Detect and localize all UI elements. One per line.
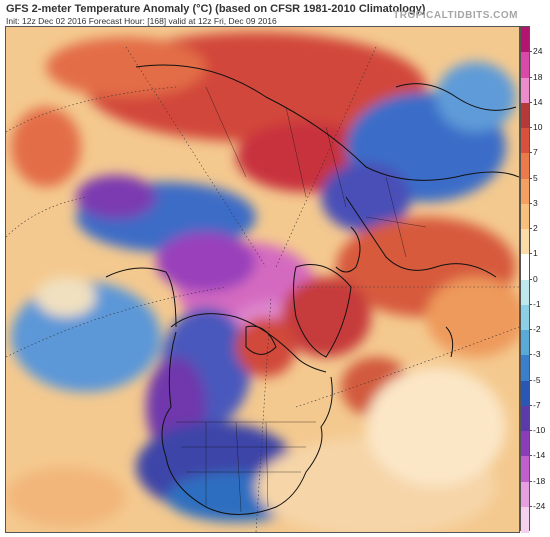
colorbar-segment: [521, 431, 529, 457]
watermark: TROPICALTIDBITS.COM: [393, 10, 518, 21]
colorbar-tick: [529, 379, 532, 381]
colorbar-segment: [521, 52, 529, 78]
colorbar-tick: [529, 228, 532, 229]
colorbar-segment: [521, 229, 529, 255]
colorbar-label: 24: [533, 46, 543, 57]
map-title: GFS 2-meter Temperature Anomaly (°C) (ba…: [6, 3, 426, 15]
colorbar-segment: [521, 405, 529, 432]
colorbar-segment: [521, 279, 529, 306]
colorbar-tick: [529, 455, 532, 457]
colorbar-segment: [521, 506, 529, 533]
colorbar-label: -7: [533, 399, 541, 410]
colorbar-label: -14: [533, 450, 546, 461]
colorbar-label: 5: [533, 172, 538, 183]
colorbar-label: -5: [533, 374, 541, 385]
colorbar-label: -18: [533, 475, 546, 486]
colorbar-segment: [521, 330, 529, 356]
colorbar-segment: [521, 178, 529, 205]
colorbar-tick: [529, 253, 532, 255]
colorbar-label: 18: [533, 71, 543, 82]
colorbar-tick: [529, 101, 532, 103]
colorbar-segment: [521, 481, 529, 508]
colorbar-segment: [521, 77, 529, 104]
colorbar-label: 14: [533, 96, 543, 107]
colorbar-segment: [521, 254, 529, 280]
colorbar-tick: [529, 202, 532, 204]
colorbar-label: 10: [533, 122, 543, 132]
colorbar-segment: [521, 153, 529, 179]
colorbar-tick: [529, 51, 532, 53]
colorbar-tick: [529, 278, 532, 280]
colorbar-tick: [529, 480, 532, 482]
colorbar-tick: [529, 76, 532, 78]
colorbar-label: 7: [533, 147, 538, 158]
colorbar-label: -3: [533, 349, 541, 360]
colorbar-label: -2: [533, 324, 541, 334]
colorbar-label: 3: [533, 197, 538, 208]
colorbar-tick: [529, 127, 532, 128]
colorbar-tick: [529, 303, 532, 305]
colorbar-label: 0: [533, 273, 538, 284]
colorbar-label: -24: [533, 500, 546, 511]
temperature-anomaly-map: [5, 26, 520, 533]
colorbar-tick: [529, 505, 532, 507]
colorbar-tick: [529, 430, 532, 431]
colorbar-segment: [521, 355, 529, 381]
colorbar-label: -1: [533, 298, 541, 309]
colorbar-segment: [521, 304, 529, 331]
borders: [176, 86, 427, 513]
colorbar-tick: [529, 354, 532, 356]
colorbar-tick: [529, 152, 532, 154]
map-subtitle: Init: 12z Dec 02 2016 Forecast Hour: [16…: [6, 16, 277, 26]
colorbar-label: -10: [533, 425, 546, 435]
colorbar-segment: [521, 456, 529, 482]
colorbar-segment: [521, 128, 529, 154]
colorbar-segment: [521, 380, 529, 407]
colorbar-tick: [529, 329, 532, 330]
graticule: [6, 46, 519, 532]
colorbar-segment: [521, 203, 529, 230]
colorbar-tick: [529, 404, 532, 406]
colorbar-label: 2: [533, 223, 538, 233]
colorbar-segment: [521, 27, 529, 53]
map-canvas: [6, 27, 519, 532]
colorbar-label: 1: [533, 248, 538, 259]
coastlines: [105, 64, 519, 515]
colorbar-segment: [521, 102, 529, 129]
colorbar-tick: [529, 177, 532, 179]
